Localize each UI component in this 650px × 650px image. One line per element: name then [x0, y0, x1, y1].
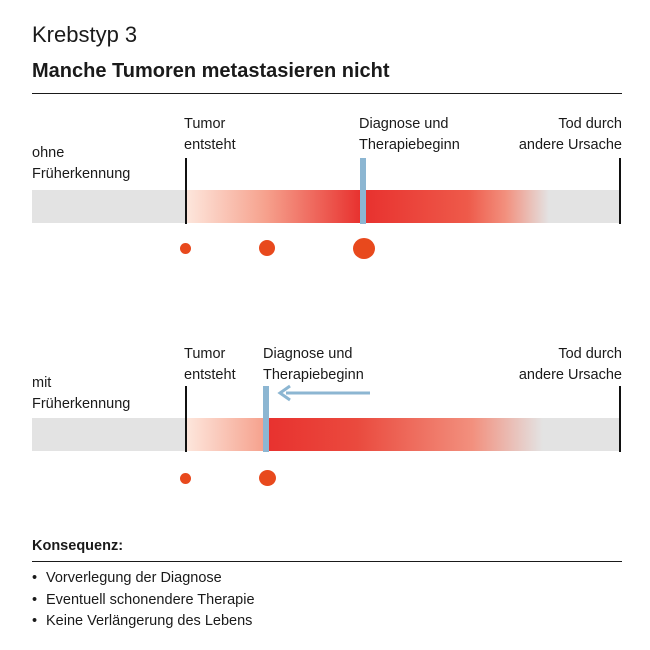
diagnosis-label: Diagnose und Therapiebeginn	[263, 346, 364, 383]
kicker: Krebstyp 3	[32, 22, 138, 47]
bullet-icon: •	[32, 570, 38, 586]
consequence-list: • Vorverlegung der Diagnose • Eventuell sc…	[32, 568, 255, 633]
consequence-rule	[32, 561, 622, 562]
list-item: • Keine Verlängerung des Lebens	[32, 611, 255, 633]
list-item: • Eventuell schonendere Therapie	[32, 590, 255, 612]
tumor-growth-segment	[366, 190, 620, 223]
diagnosis-marker	[360, 158, 366, 224]
list-item: • Vorverlegung der Diagnose	[32, 568, 255, 590]
diagnosis-label: Diagnose und Therapiebeginn	[359, 116, 460, 153]
death-label: Tod durch andere Ursache	[518, 116, 622, 153]
tumor-label: Tumor entsteht	[184, 116, 236, 153]
death-label: Tod durch andere Ursache	[518, 346, 622, 383]
tumor-size-dot	[259, 240, 275, 256]
tumor-growth-segment	[269, 418, 620, 451]
tumor-label: Tumor entsteht	[184, 346, 236, 383]
tumor-size-dot	[353, 238, 375, 259]
tumor-growth-segment	[187, 190, 360, 223]
tumor-onset-tick	[185, 158, 187, 224]
bullet-icon: •	[32, 591, 38, 608]
headline: Manche Tumoren metastasieren nicht	[32, 60, 390, 82]
tumor-size-dot	[180, 243, 191, 254]
diagnosis-marker	[263, 386, 269, 452]
consequence-title: Konsequenz:	[32, 538, 124, 554]
row-label-with: mit Früherkennung	[32, 375, 131, 412]
header-rule	[32, 93, 622, 94]
tumor-growth-segment	[187, 418, 263, 451]
tumor-size-dot	[259, 470, 276, 486]
tumor-onset-tick	[185, 386, 187, 452]
earlier-diagnosis-arrow-icon	[277, 384, 370, 402]
bullet-icon: •	[32, 613, 38, 629]
death-tick	[619, 386, 621, 452]
row-label-without: ohne Früherkennung	[32, 145, 131, 182]
tumor-size-dot	[180, 473, 191, 484]
death-tick	[619, 158, 621, 224]
